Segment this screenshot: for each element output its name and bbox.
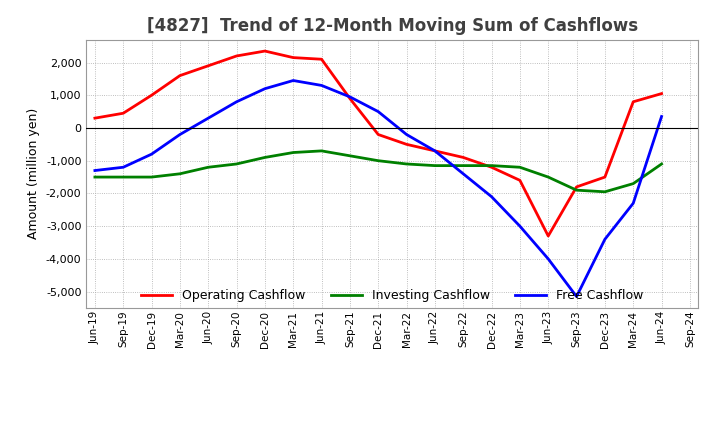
Free Cashflow	[374, 109, 382, 114]
Investing Cashflow	[233, 161, 241, 167]
Free Cashflow	[176, 132, 184, 137]
Investing Cashflow	[487, 163, 496, 168]
Investing Cashflow	[600, 189, 609, 194]
Free Cashflow	[544, 256, 552, 261]
Operating Cashflow	[402, 142, 411, 147]
Operating Cashflow	[289, 55, 297, 60]
Investing Cashflow	[516, 165, 524, 170]
Investing Cashflow	[459, 163, 467, 168]
Operating Cashflow	[261, 48, 269, 54]
Free Cashflow	[431, 148, 439, 154]
Free Cashflow	[204, 116, 212, 121]
Operating Cashflow	[233, 53, 241, 59]
Investing Cashflow	[148, 174, 156, 180]
Operating Cashflow	[148, 92, 156, 98]
Free Cashflow	[572, 294, 581, 299]
Operating Cashflow	[91, 116, 99, 121]
Free Cashflow	[600, 237, 609, 242]
Free Cashflow	[318, 83, 326, 88]
Investing Cashflow	[119, 174, 127, 180]
Free Cashflow	[516, 224, 524, 229]
Investing Cashflow	[544, 174, 552, 180]
Investing Cashflow	[374, 158, 382, 163]
Operating Cashflow	[204, 63, 212, 69]
Investing Cashflow	[176, 171, 184, 176]
Line: Operating Cashflow: Operating Cashflow	[95, 51, 662, 236]
Free Cashflow	[261, 86, 269, 92]
Free Cashflow	[459, 171, 467, 176]
Operating Cashflow	[318, 57, 326, 62]
Investing Cashflow	[91, 174, 99, 180]
Investing Cashflow	[402, 161, 411, 167]
Operating Cashflow	[459, 155, 467, 160]
Line: Investing Cashflow: Investing Cashflow	[95, 151, 662, 192]
Free Cashflow	[233, 99, 241, 104]
Operating Cashflow	[657, 91, 666, 96]
Operating Cashflow	[629, 99, 637, 104]
Investing Cashflow	[657, 161, 666, 167]
Operating Cashflow	[431, 148, 439, 154]
Investing Cashflow	[629, 181, 637, 186]
Operating Cashflow	[544, 233, 552, 238]
Investing Cashflow	[431, 163, 439, 168]
Operating Cashflow	[346, 96, 354, 101]
Investing Cashflow	[261, 155, 269, 160]
Free Cashflow	[91, 168, 99, 173]
Title: [4827]  Trend of 12-Month Moving Sum of Cashflows: [4827] Trend of 12-Month Moving Sum of C…	[147, 17, 638, 35]
Free Cashflow	[629, 201, 637, 206]
Free Cashflow	[289, 78, 297, 83]
Legend: Operating Cashflow, Investing Cashflow, Free Cashflow: Operating Cashflow, Investing Cashflow, …	[136, 284, 649, 307]
Operating Cashflow	[176, 73, 184, 78]
Free Cashflow	[148, 151, 156, 157]
Investing Cashflow	[204, 165, 212, 170]
Free Cashflow	[487, 194, 496, 199]
Investing Cashflow	[289, 150, 297, 155]
Free Cashflow	[657, 114, 666, 119]
Free Cashflow	[119, 165, 127, 170]
Operating Cashflow	[572, 184, 581, 190]
Investing Cashflow	[346, 153, 354, 158]
Operating Cashflow	[516, 178, 524, 183]
Operating Cashflow	[600, 174, 609, 180]
Free Cashflow	[402, 132, 411, 137]
Operating Cashflow	[487, 165, 496, 170]
Investing Cashflow	[318, 148, 326, 154]
Y-axis label: Amount (million yen): Amount (million yen)	[27, 108, 40, 239]
Operating Cashflow	[119, 110, 127, 116]
Operating Cashflow	[374, 132, 382, 137]
Investing Cashflow	[572, 187, 581, 193]
Line: Free Cashflow: Free Cashflow	[95, 81, 662, 297]
Free Cashflow	[346, 94, 354, 99]
